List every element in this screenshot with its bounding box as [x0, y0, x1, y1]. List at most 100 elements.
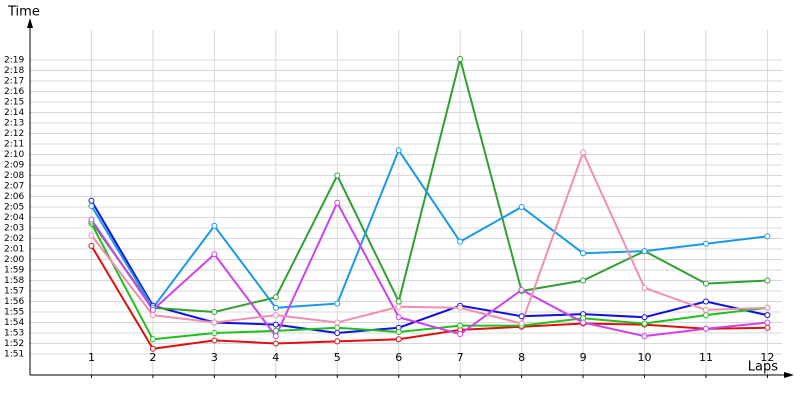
point [580, 319, 587, 326]
point [149, 312, 156, 319]
x-tick-label: 7 [457, 351, 464, 364]
point [272, 327, 279, 334]
point [764, 304, 771, 311]
point [764, 319, 771, 326]
y-tick-label: 2:05 [4, 203, 24, 213]
point [149, 306, 156, 313]
y-tick-label: 2:15 [4, 98, 24, 108]
point [641, 248, 648, 255]
point [334, 324, 341, 331]
point [580, 250, 587, 257]
point [702, 240, 709, 247]
point [88, 202, 95, 209]
point [88, 216, 95, 223]
point [334, 330, 341, 336]
y-tick-label: 2:16 [4, 87, 24, 97]
point [702, 325, 709, 332]
x-tick-label: 12 [760, 351, 774, 364]
point [641, 314, 648, 321]
series-line [90, 148, 768, 310]
grid [30, 30, 782, 375]
y-axis-arrow [27, 18, 33, 28]
point [457, 331, 464, 338]
y-tick-label: 2:14 [4, 108, 24, 118]
y-tick-label: 2:06 [4, 192, 24, 202]
point [764, 233, 771, 240]
point [395, 147, 402, 154]
x-tick-label: 4 [272, 351, 279, 364]
point [641, 320, 648, 327]
series-line [90, 223, 768, 341]
y-tick-label: 1:58 [4, 276, 24, 286]
point [641, 284, 648, 291]
point [272, 294, 279, 301]
point [764, 324, 771, 331]
y-tick-label: 1:57 [4, 287, 24, 297]
point [88, 197, 95, 204]
y-tick-label: 2:12 [4, 129, 24, 139]
point [272, 321, 279, 328]
x-tick-label: 1 [88, 351, 95, 364]
point [518, 286, 525, 293]
point [580, 277, 587, 284]
point [211, 330, 218, 336]
x-axis-arrow [784, 372, 794, 378]
point [272, 340, 279, 347]
series-line [90, 245, 768, 350]
point [518, 313, 525, 320]
x-tick-label: 10 [638, 351, 652, 364]
point [518, 204, 525, 210]
point [518, 320, 525, 327]
series-line [90, 54, 768, 314]
x-tick-label: 11 [699, 351, 713, 364]
y-tick-label: 2:00 [4, 255, 24, 265]
point [395, 336, 402, 343]
x-tick-label: 9 [580, 351, 587, 364]
point [211, 251, 218, 258]
point [149, 336, 156, 343]
point [88, 232, 95, 239]
x-axis-title: Laps [748, 360, 778, 375]
point [211, 337, 218, 344]
point [334, 338, 341, 345]
y-tick-label: 2:08 [4, 171, 24, 181]
point [702, 280, 709, 287]
point [580, 149, 587, 156]
point [149, 345, 156, 352]
point [702, 306, 709, 313]
x-tick-label: 8 [518, 351, 525, 364]
y-tick-label: 1:54 [4, 318, 24, 328]
x-tick-label: 3 [211, 351, 218, 364]
point [334, 199, 341, 206]
point [764, 277, 771, 284]
point [395, 303, 402, 310]
x-tick-label: 5 [334, 351, 341, 364]
point [702, 312, 709, 319]
point [702, 298, 709, 305]
point [334, 300, 341, 307]
y-tick-label: 1:59 [4, 266, 24, 276]
y-tick-label: 2:03 [4, 224, 24, 234]
point [395, 298, 402, 305]
point [457, 304, 464, 311]
point [457, 55, 464, 62]
y-tick-label: 1:56 [4, 297, 24, 307]
point [211, 222, 218, 229]
y-tick-label: 1:53 [4, 329, 24, 339]
y-tick-label: 2:07 [4, 182, 24, 192]
point [334, 172, 341, 179]
series-line [90, 149, 768, 325]
y-tick-label: 2:18 [4, 66, 24, 76]
y-tick-label: 2:01 [4, 245, 24, 255]
y-tick-label: 2:09 [4, 161, 24, 171]
y-tick-label: 1:52 [4, 339, 24, 349]
x-tick-label: 6 [395, 351, 402, 364]
point [272, 312, 279, 319]
point [88, 242, 95, 249]
y-axis-title: Time [7, 5, 40, 20]
series-line [90, 200, 768, 339]
y-tick-label: 2:19 [4, 56, 24, 66]
y-tick-label: 2:17 [4, 77, 24, 87]
point [395, 328, 402, 335]
